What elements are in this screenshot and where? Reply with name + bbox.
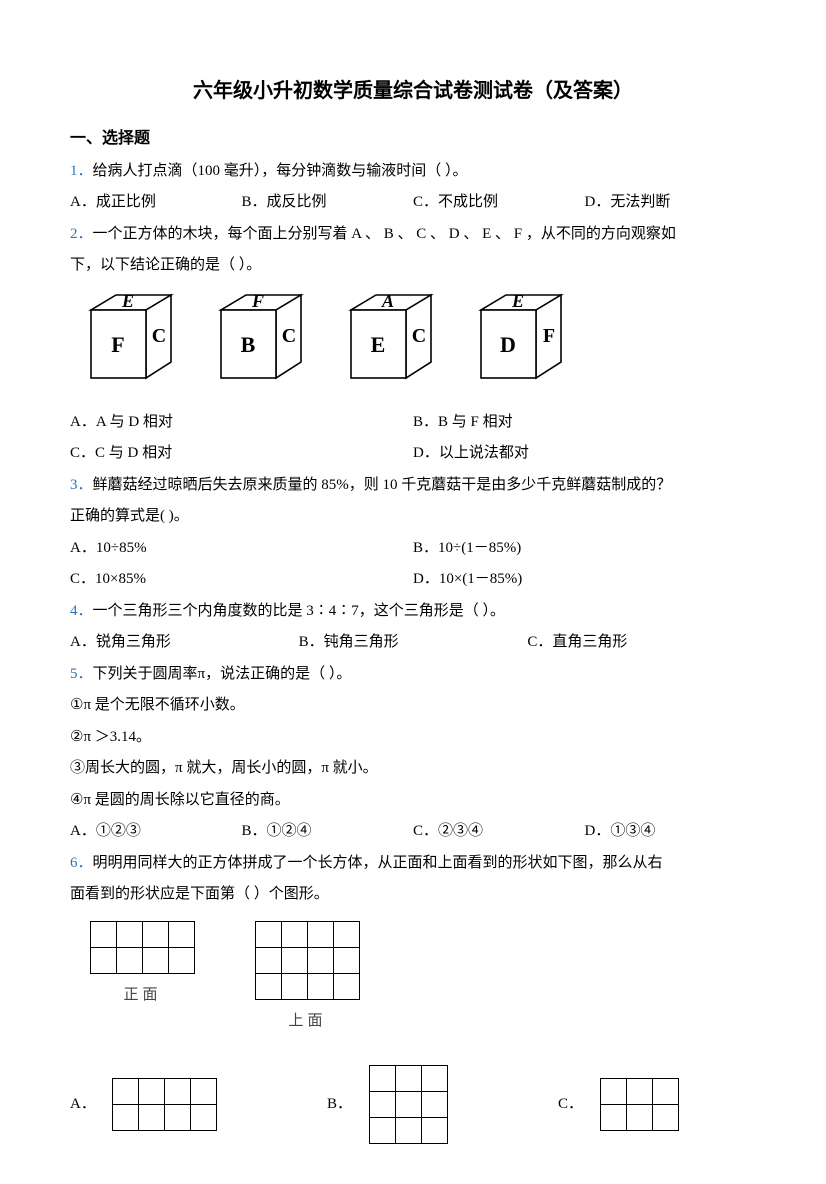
q6-top-view: 上面 <box>255 921 360 1038</box>
q3-b: B．10÷(1－85%) <box>413 533 756 565</box>
q4-b: B．钝角三角形 <box>299 627 528 659</box>
q6-text1: 明明用同样大的正方体拼成了一个长方体，从正面和上面看到的形状如下图，那么从右 <box>93 855 663 871</box>
q1-a: A．成正比例 <box>70 187 242 219</box>
q2-num: 2． <box>70 226 93 242</box>
q5-s3: ③周长大的圆，π 就大，周长小的圆，π 就小。 <box>70 753 756 785</box>
q2-options-1: A．A 与 D 相对 B．B 与 F 相对 <box>70 407 756 439</box>
svg-text:B: B <box>241 332 256 357</box>
q4-a: A．锐角三角形 <box>70 627 299 659</box>
q6-num: 6． <box>70 855 93 871</box>
q5: 5．下列关于圆周率π，说法正确的是（ ）。 <box>70 659 756 691</box>
q2-text1: 一个正方体的木块，每个面上分别写着 A 、 B 、 C 、 D 、 E 、 F … <box>93 226 676 242</box>
front-label: 正面 <box>90 980 195 1012</box>
q5-options: A．①②③ B．①②④ C．②③④ D．①③④ <box>70 816 756 848</box>
q2-b: B．B 与 F 相对 <box>413 407 756 439</box>
q5-c: C．②③④ <box>413 816 585 848</box>
q1-options: A．成正比例 B．成反比例 C．不成比例 D．无法判断 <box>70 187 756 219</box>
section-heading: 一、选择题 <box>70 122 756 156</box>
q3-options-1: A．10÷85% B．10÷(1－85%) <box>70 533 756 565</box>
q4-c: C．直角三角形 <box>527 627 756 659</box>
q6-b-label: B． <box>327 1089 359 1121</box>
q2-text2: 下，以下结论正确的是（ ）。 <box>70 250 756 282</box>
page-title: 六年级小升初数学质量综合试卷测试卷（及答案） <box>70 70 756 112</box>
q1-text: 给病人打点滴（100 毫升），每分钟滴数与输液时间（ ）。 <box>93 163 468 179</box>
q6-a-label: A． <box>70 1089 102 1121</box>
q3-c: C．10×85% <box>70 564 413 596</box>
q1-c: C．不成比例 <box>413 187 585 219</box>
svg-text:C: C <box>282 325 296 347</box>
q5-d: D．①③④ <box>585 816 757 848</box>
cube-3: A E C <box>336 290 446 395</box>
q5-num: 5． <box>70 666 93 682</box>
q5-s1: ①π 是个无限不循环小数。 <box>70 690 756 722</box>
svg-text:E: E <box>371 332 386 357</box>
top-label: 上面 <box>255 1006 360 1038</box>
cube-2: F B C <box>206 290 316 395</box>
q3-options-2: C．10×85% D．10×(1－85%) <box>70 564 756 596</box>
svg-text:D: D <box>500 332 516 357</box>
q6-answers: A． B． C． <box>70 1065 756 1144</box>
q3-text2: 正确的算式是( )。 <box>70 501 756 533</box>
svg-text:F: F <box>251 291 264 311</box>
q5-s4: ④π 是圆的周长除以它直径的商。 <box>70 785 756 817</box>
q1-d: D．无法判断 <box>585 187 757 219</box>
q6-c-grid <box>600 1078 679 1131</box>
q2-d: D．以上说法都对 <box>413 438 756 470</box>
cube-1: E F C <box>76 290 186 395</box>
cube-4: E D F <box>466 290 576 395</box>
q3-text1: 鲜蘑菇经过晾晒后失去原来质量的 85%，则 10 千克蘑菇干是由多少千克鲜蘑菇制… <box>93 477 672 493</box>
svg-text:F: F <box>543 325 555 347</box>
q3: 3．鲜蘑菇经过晾晒后失去原来质量的 85%，则 10 千克蘑菇干是由多少千克鲜蘑… <box>70 470 756 502</box>
svg-text:F: F <box>111 332 124 357</box>
q6-a-grid <box>112 1078 217 1131</box>
q4-text: 一个三角形三个内角度数的比是 3∶4∶7，这个三角形是（ ）。 <box>93 603 506 619</box>
q6-b-grid <box>369 1065 448 1144</box>
q4-num: 4． <box>70 603 93 619</box>
q3-a: A．10÷85% <box>70 533 413 565</box>
svg-text:A: A <box>381 291 394 311</box>
q4-options: A．锐角三角形 B．钝角三角形 C．直角三角形 <box>70 627 756 659</box>
svg-text:E: E <box>511 291 524 311</box>
q2-options-2: C．C 与 D 相对 D．以上说法都对 <box>70 438 756 470</box>
exam-page: 六年级小升初数学质量综合试卷测试卷（及答案） 一、选择题 1．给病人打点滴（10… <box>0 0 826 1184</box>
q4: 4．一个三角形三个内角度数的比是 3∶4∶7，这个三角形是（ ）。 <box>70 596 756 628</box>
svg-text:C: C <box>152 325 166 347</box>
q5-s2: ②π ＞3.14。 <box>70 722 756 754</box>
q5-text: 下列关于圆周率π，说法正确的是（ ）。 <box>93 666 352 682</box>
q6-c-label: C． <box>558 1089 590 1121</box>
q2-a: A．A 与 D 相对 <box>70 407 413 439</box>
q5-b: B．①②④ <box>242 816 414 848</box>
q6-views: 正面 上面 <box>70 921 756 1038</box>
svg-text:E: E <box>121 291 134 311</box>
q6-text2: 面看到的形状应是下面第（ ）个图形。 <box>70 879 756 911</box>
q3-d: D．10×(1－85%) <box>413 564 756 596</box>
q6: 6．明明用同样大的正方体拼成了一个长方体，从正面和上面看到的形状如下图，那么从右 <box>70 848 756 880</box>
q2-cubes: E F C F B C A E C E D F <box>70 290 756 395</box>
q1-b: B．成反比例 <box>242 187 414 219</box>
q1: 1．给病人打点滴（100 毫升），每分钟滴数与输液时间（ ）。 <box>70 156 756 188</box>
q2-c: C．C 与 D 相对 <box>70 438 413 470</box>
q3-num: 3． <box>70 477 93 493</box>
q5-a: A．①②③ <box>70 816 242 848</box>
q6-front-view: 正面 <box>90 921 195 1012</box>
front-grid <box>90 921 195 974</box>
q2: 2．一个正方体的木块，每个面上分别写着 A 、 B 、 C 、 D 、 E 、 … <box>70 219 756 251</box>
q1-num: 1． <box>70 163 93 179</box>
svg-text:C: C <box>412 325 426 347</box>
top-grid <box>255 921 360 1000</box>
